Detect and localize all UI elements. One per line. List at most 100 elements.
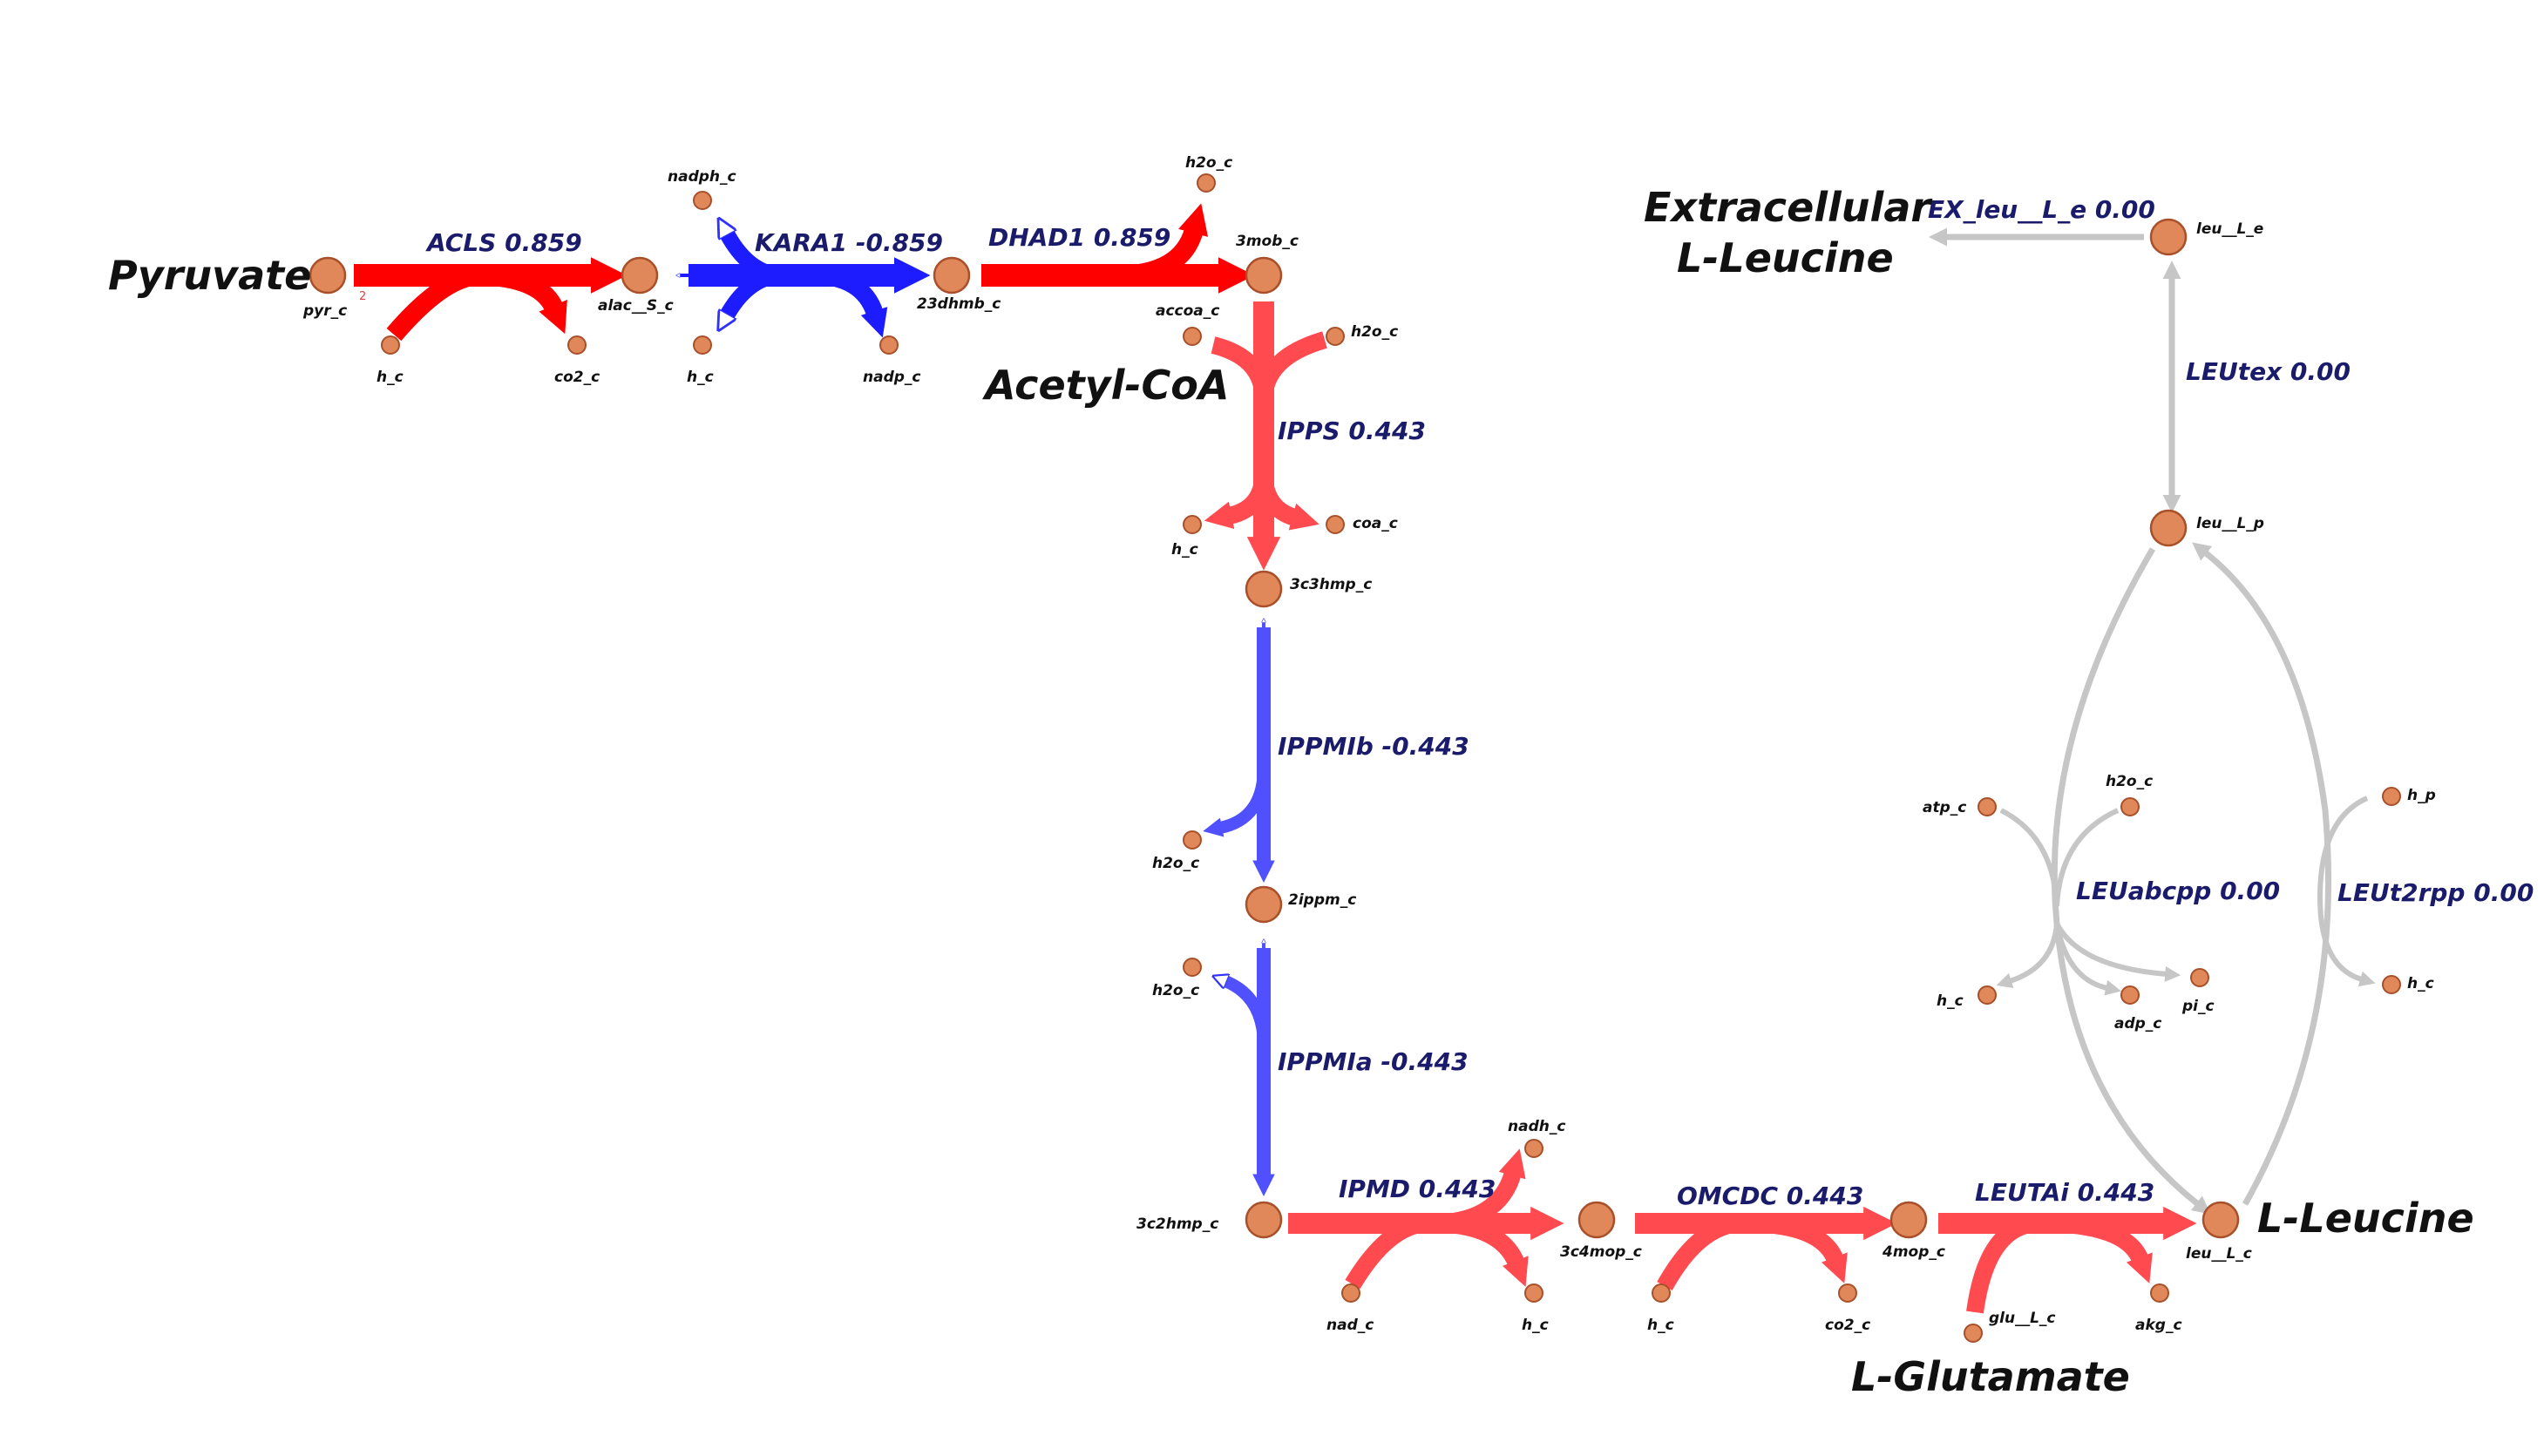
node-nad-c[interactable] bbox=[1341, 1283, 1360, 1303]
rxn-ipmd[interactable]: IPMD 0.443 bbox=[1339, 1175, 1496, 1203]
node-nadp-c[interactable] bbox=[879, 335, 899, 355]
reaction-ippmia-edges[interactable] bbox=[1225, 943, 1275, 1197]
leuabcpp-edge[interactable] bbox=[2051, 547, 2211, 1215]
node-2ippm-c[interactable] bbox=[1245, 885, 1283, 924]
leut2rpp-hp-input[interactable] bbox=[2317, 796, 2369, 898]
label-glu-l-c: glu__L_c bbox=[1989, 1310, 2056, 1327]
leut2rpp-hc-output[interactable] bbox=[2317, 897, 2376, 987]
rxn-leutex[interactable]: LEUtex 0.00 bbox=[2186, 357, 2351, 386]
big-label-l-leucine: L-Leucine bbox=[2257, 1195, 2474, 1242]
major-labels: Pyruvate Acetyl-CoA Extracellular L-Leuc… bbox=[108, 184, 2474, 1400]
rxn-dhad1[interactable]: DHAD1 0.859 bbox=[988, 223, 1170, 252]
leuabcpp-adp-output[interactable] bbox=[2054, 923, 2121, 996]
ipmd-nad-input[interactable] bbox=[1345, 1215, 1430, 1290]
big-label-l-glutamate: L-Glutamate bbox=[1851, 1353, 2130, 1400]
node-h2o-c-ippmia[interactable] bbox=[1183, 958, 1202, 977]
label-nadh-c: nadh_c bbox=[1508, 1118, 1565, 1135]
label-h-c-t2rpp: h_c bbox=[2407, 975, 2434, 992]
rxn-ex-leu[interactable]: EX_leu__L_e 0.00 bbox=[1928, 195, 2155, 224]
node-3c4mop-c[interactable] bbox=[1577, 1201, 1616, 1239]
node-h2o-c-abc[interactable] bbox=[2120, 797, 2140, 816]
kara1-h-branch[interactable] bbox=[727, 267, 785, 315]
ipps-h2o-input[interactable] bbox=[1255, 331, 1327, 402]
leuabcpp-atp-input[interactable] bbox=[1999, 808, 2059, 907]
rxn-acls[interactable]: ACLS 0.859 bbox=[425, 228, 582, 257]
label-pi-c: pi_c bbox=[2181, 998, 2215, 1015]
node-h-c-ipmd[interactable] bbox=[1524, 1283, 1543, 1303]
node-h-c-omcdc[interactable] bbox=[1652, 1283, 1671, 1303]
reaction-ipmd-edges[interactable] bbox=[1288, 1148, 1564, 1290]
node-leu-l-p[interactable] bbox=[2149, 509, 2188, 547]
leuabcpp-h2o-input[interactable] bbox=[2054, 808, 2120, 907]
node-co2-c-acls[interactable] bbox=[567, 335, 587, 355]
reaction-ippmib-edges[interactable] bbox=[1203, 622, 1275, 884]
node-h-c-ipps[interactable] bbox=[1183, 515, 1202, 534]
leutai-akg-output[interactable] bbox=[2039, 1215, 2153, 1283]
node-co2-c-omcdc[interactable] bbox=[1838, 1283, 1857, 1303]
rxn-ipps[interactable]: IPPS 0.443 bbox=[1278, 416, 1426, 445]
node-h-c-kara1[interactable] bbox=[693, 335, 712, 355]
ipmd-h-output[interactable] bbox=[1428, 1215, 1529, 1287]
node-coa-c[interactable] bbox=[1326, 515, 1345, 534]
leut2rpp-edge[interactable] bbox=[2192, 542, 2332, 1206]
leutai-glu-input[interactable] bbox=[1966, 1215, 2040, 1314]
node-h2o-c-ipps[interactable] bbox=[1326, 327, 1345, 346]
ippmib-h2o-output[interactable] bbox=[1203, 766, 1270, 837]
node-glu-l-c[interactable] bbox=[1964, 1324, 1983, 1343]
node-3mob-c[interactable] bbox=[1245, 256, 1283, 295]
reaction-dhad1-edges[interactable] bbox=[981, 203, 1255, 294]
rxn-omcdc[interactable]: OMCDC 0.443 bbox=[1677, 1182, 1863, 1210]
reaction-ipps-edges[interactable] bbox=[1204, 301, 1327, 571]
rxn-ippmib[interactable]: IPPMIb -0.443 bbox=[1278, 732, 1469, 761]
kara1-nadp-output-edge[interactable] bbox=[810, 267, 888, 338]
reaction-omcdc-edges[interactable] bbox=[1635, 1206, 1897, 1290]
label-4mop-c: 4mop_c bbox=[1882, 1243, 1945, 1261]
node-accoa-c[interactable] bbox=[1183, 327, 1202, 346]
omcdc-h-input[interactable] bbox=[1657, 1215, 1744, 1290]
label-h2o-c-ipps: h2o_c bbox=[1351, 323, 1398, 341]
big-label-extracellular-leucine: L-Leucine bbox=[1677, 234, 1894, 281]
rxn-leuabcpp[interactable]: LEUabcpp 0.00 bbox=[2076, 877, 2280, 905]
node-atp-c[interactable] bbox=[1978, 797, 1997, 816]
label-h2o-c-abc: h2o_c bbox=[2106, 773, 2153, 790]
node-alac-s-c[interactable] bbox=[621, 256, 659, 295]
node-nadh-c[interactable] bbox=[1524, 1139, 1543, 1158]
omcdc-co2-output[interactable] bbox=[1742, 1215, 1848, 1283]
node-4mop-c[interactable] bbox=[1889, 1201, 1928, 1239]
reaction-leutai-edges[interactable] bbox=[1938, 1206, 2197, 1314]
node-adp-c[interactable] bbox=[2120, 985, 2140, 1005]
node-h-p[interactable] bbox=[2382, 787, 2401, 806]
node-nadph-c[interactable] bbox=[693, 191, 712, 210]
metabolite-nodes[interactable] bbox=[309, 173, 2401, 1343]
big-label-extracellular: Extracellular bbox=[1644, 184, 1933, 231]
leuabcpp-pi-output[interactable] bbox=[2054, 922, 2181, 982]
label-h-c-acls: h_c bbox=[377, 369, 404, 386]
ippmia-h2o-branch[interactable] bbox=[1225, 981, 1270, 1046]
rxn-leutai[interactable]: LEUTAi 0.443 bbox=[1975, 1178, 2154, 1207]
rxn-leut2rpp[interactable]: LEUt2rpp 0.00 bbox=[2337, 878, 2534, 907]
leuabcpp-h-output[interactable] bbox=[1996, 923, 2059, 989]
node-akg-c[interactable] bbox=[2150, 1283, 2169, 1303]
label-co2-c-omcdc: co2_c bbox=[1825, 1317, 1870, 1334]
node-3c2hmp-c[interactable] bbox=[1245, 1201, 1283, 1239]
node-h-c-t2rpp[interactable] bbox=[2382, 975, 2401, 994]
node-3c3hmp-c[interactable] bbox=[1245, 570, 1283, 608]
rxn-ippmia[interactable]: IPPMIa -0.443 bbox=[1278, 1047, 1469, 1076]
node-h2o-c-dhad1[interactable] bbox=[1197, 173, 1216, 193]
ipps-coa-output[interactable] bbox=[1255, 470, 1319, 531]
dhad1-h2o-output-edge[interactable] bbox=[1115, 203, 1209, 285]
reaction-kara1-edges[interactable] bbox=[680, 234, 931, 338]
rxn-kara1[interactable]: KARA1 -0.859 bbox=[755, 228, 943, 257]
node-pi-c[interactable] bbox=[2190, 968, 2209, 987]
reaction-acls-edges[interactable] bbox=[354, 257, 628, 342]
node-leu-l-e[interactable] bbox=[2149, 218, 2188, 256]
label-pyr-c: pyr_c bbox=[302, 302, 347, 320]
node-h-c-acls[interactable] bbox=[381, 335, 400, 355]
node-leu-l-c[interactable] bbox=[2201, 1201, 2240, 1239]
transport-edges[interactable] bbox=[1929, 227, 2376, 1215]
node-h2o-c-ippmib[interactable] bbox=[1183, 830, 1202, 850]
node-pyr-c[interactable] bbox=[309, 256, 347, 295]
node-h-c-abc[interactable] bbox=[1978, 985, 1997, 1005]
acls-co2-output-edge[interactable] bbox=[470, 266, 567, 335]
node-23dhmb-c[interactable] bbox=[933, 256, 971, 295]
